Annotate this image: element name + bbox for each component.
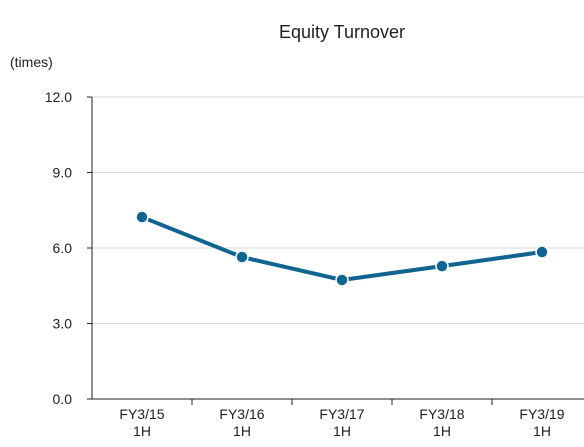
y-axis-label: (times) (10, 54, 53, 70)
point (335, 273, 349, 287)
x-tick-label: FY3/16 1H (219, 406, 264, 439)
x-tick-label-line: 1H (233, 423, 251, 439)
x-tick-label-line: FY3/17 (319, 406, 364, 422)
x-tick-label-line: FY3/16 (219, 406, 264, 422)
x-tick-label-line: FY3/15 (119, 406, 164, 422)
y-tick-label: 9.0 (53, 165, 73, 181)
x-tick-label-line: FY3/19 (519, 406, 564, 422)
x-tick-label-line: 1H (333, 423, 351, 439)
x-tick-label-line: FY3/18 (419, 406, 464, 422)
y-tick-label: 6.0 (53, 240, 73, 256)
x-tick-label: FY3/18 1H (419, 406, 464, 439)
x-tick-label-line: 1H (533, 423, 551, 439)
x-tick-label: FY3/17 1H (319, 406, 364, 439)
point (235, 250, 249, 264)
point (535, 245, 549, 259)
y-tick-label: 3.0 (53, 316, 73, 332)
line (141, 215, 543, 282)
point (135, 210, 149, 224)
y-tick-label: 0.0 (53, 391, 73, 407)
x-tick-label: FY3/19 1H (519, 406, 564, 439)
chart-title: Equity Turnover (279, 22, 405, 42)
point (435, 259, 449, 273)
x-tick-label: FY3/15 1H (119, 406, 164, 439)
x-tick-label-line: 1H (133, 423, 151, 439)
y-tick-label: 12.0 (45, 89, 72, 105)
x-tick-label-line: 1H (433, 423, 451, 439)
